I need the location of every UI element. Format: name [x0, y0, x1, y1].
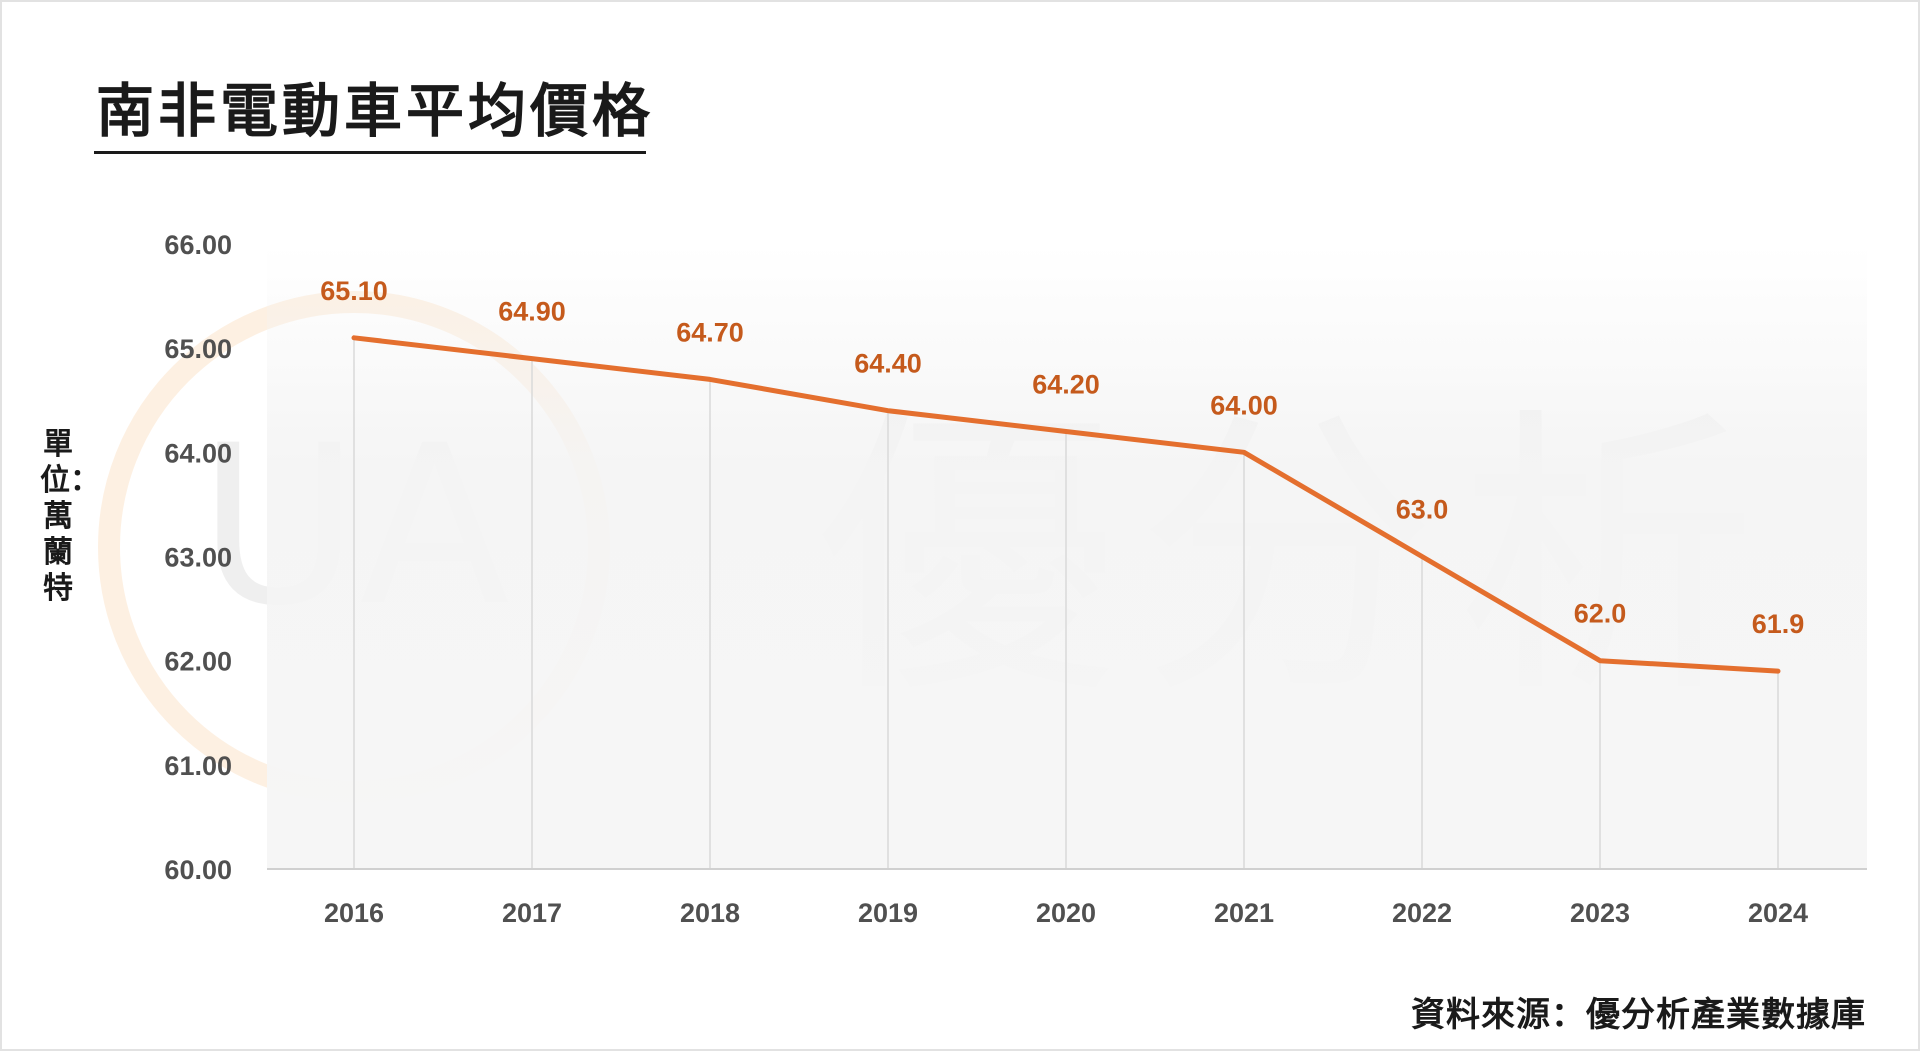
y-tick-label: 64.00	[164, 438, 232, 468]
series-polyline	[351, 335, 1781, 674]
data-label: 64.90	[498, 297, 566, 327]
y-axis-ticks: 60.00 61.00 62.00 63.00 64.00 65.00 66.00	[164, 230, 232, 885]
unit-label: 單位：萬蘭特	[40, 427, 100, 606]
x-tick-label: 2016	[324, 898, 384, 928]
title-underline	[94, 151, 646, 154]
x-axis-ticks: 2016 2017 2018 2019 2020 2021 2022 2023 2024	[324, 898, 1808, 928]
x-tick-label: 2020	[1036, 898, 1096, 928]
data-label: 63.0	[1396, 495, 1449, 525]
data-label: 62.0	[1574, 599, 1627, 629]
x-tick-label: 2021	[1214, 898, 1274, 928]
data-label: 61.9	[1752, 609, 1805, 639]
data-labels: 65.10 64.90 64.70 64.40 64.20 64.00 63.0 62.0 61…	[320, 276, 1804, 639]
x-tick-label: 2023	[1570, 898, 1630, 928]
y-tick-label: 62.00	[164, 647, 232, 677]
data-label: 65.10	[320, 276, 388, 306]
data-label: 64.00	[1210, 390, 1278, 420]
data-label: 64.70	[676, 317, 744, 347]
gridlines	[353, 337, 1779, 869]
data-label: 64.20	[1032, 370, 1100, 400]
x-tick-label: 2019	[858, 898, 918, 928]
x-tick-label: 2017	[502, 898, 562, 928]
series-line	[351, 335, 1781, 674]
y-tick-label: 66.00	[164, 230, 232, 260]
y-tick-label: 65.00	[164, 334, 232, 364]
plot-area-background	[267, 244, 1867, 869]
x-tick-label: 2024	[1748, 898, 1808, 928]
chart-title: 南非電動車平均價格	[96, 77, 655, 145]
source-note: 資料來源：優分析產業數據庫	[1411, 995, 1866, 1035]
y-tick-label: 60.00	[164, 855, 232, 885]
x-tick-label: 2018	[680, 898, 740, 928]
x-tick-label: 2022	[1392, 898, 1452, 928]
data-label: 64.40	[854, 349, 922, 379]
y-tick-label: 63.00	[164, 543, 232, 573]
y-tick-label: 61.00	[164, 751, 232, 781]
